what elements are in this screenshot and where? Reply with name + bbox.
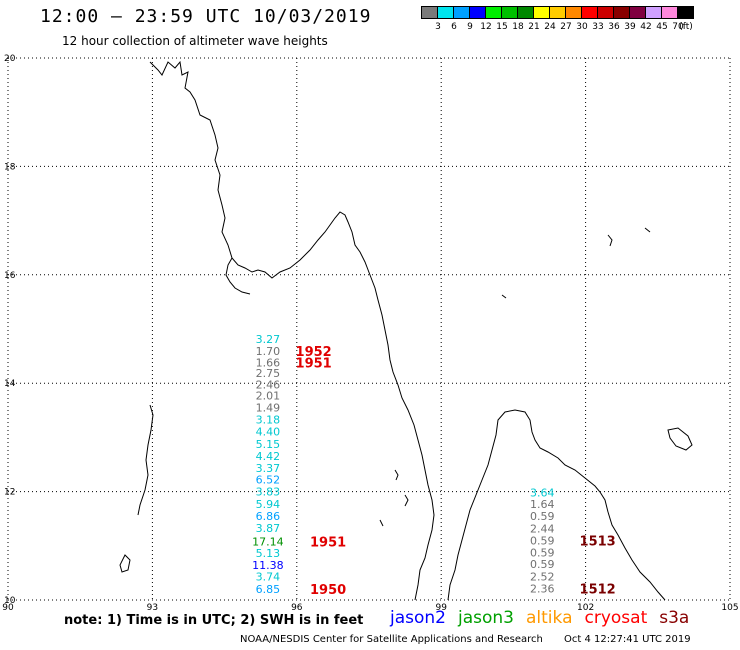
map-subtitle: 12 hour collection of altimeter wave hei…	[62, 34, 328, 48]
legend-unit: (ft)	[679, 22, 693, 32]
satellite-name: s3a	[659, 608, 690, 628]
legend-label: 33	[592, 22, 604, 32]
latitude-label: 16	[4, 271, 16, 281]
wave-height-value: 0.59	[530, 534, 555, 547]
footnote: note: 1) Time is in UTC; 2) SWH is in fe…	[64, 613, 364, 628]
wave-height-value: 3.87	[256, 522, 281, 535]
wave-height-value: 4.42	[256, 450, 281, 463]
map-title: 12:00 — 23:59 UTC 10/03/2019	[40, 6, 372, 27]
longitude-label: 105	[721, 603, 738, 613]
pass-time-label: 1951	[310, 535, 346, 550]
legend-label: 21	[528, 22, 540, 32]
wave-height-value: 2.52	[530, 571, 555, 584]
wave-height-value: 3.74	[256, 571, 281, 584]
generated-timestamp: Oct 4 12:27:41 UTC 2019	[564, 634, 691, 645]
legend-label: 39	[624, 22, 636, 32]
wave-height-value: 2.44	[530, 522, 555, 535]
wave-height-value: 3.83	[256, 486, 281, 499]
wave-height-value: 5.94	[256, 498, 281, 511]
wave-height-value: 2.36	[530, 583, 555, 596]
wave-height-value: 0.59	[530, 546, 555, 559]
wave-height-value: 3.37	[256, 462, 281, 475]
legend-label: 42	[640, 22, 652, 32]
wave-height-value: 4.40	[256, 425, 281, 438]
pass-time-label: 1513	[580, 534, 616, 549]
legend-swatch	[677, 6, 694, 19]
pass-time-label: 1951	[296, 357, 332, 372]
wave-height-value: 2.75	[256, 367, 281, 380]
legend-label: 15	[496, 22, 508, 32]
legend-label: 24	[544, 22, 556, 32]
longitude-label: 93	[147, 603, 158, 613]
legend-label: 70	[672, 22, 684, 32]
wave-height-value: 6.52	[256, 474, 281, 487]
latitude-label: 20	[4, 54, 16, 64]
wave-height-value: 2.46	[256, 378, 281, 391]
wave-height-value: 2.01	[256, 390, 281, 403]
wave-height-value: 1.66	[256, 357, 281, 370]
wave-height-value: 11.38	[252, 559, 284, 572]
wave-height-value: 1.49	[256, 402, 281, 415]
satellite-name: jason2	[390, 608, 446, 628]
latitude-label: 10	[4, 596, 16, 606]
legend-label: 36	[608, 22, 620, 32]
pass-time-label: 1512	[580, 583, 616, 598]
longitude-label: 96	[291, 603, 303, 613]
wave-height-value: 3.18	[256, 414, 281, 427]
source-credit: NOAA/NESDIS Center for Satellite Applica…	[240, 634, 543, 645]
color-scale-legend	[421, 6, 694, 19]
wave-height-value: 0.59	[530, 558, 555, 571]
satellite-name: altika	[526, 608, 573, 628]
legend-label: 27	[560, 22, 572, 32]
legend-label: 9	[467, 22, 473, 32]
satellite-name: cryosat	[584, 608, 648, 628]
latitude-label: 18	[4, 162, 16, 172]
wave-height-value: 1.70	[256, 345, 281, 358]
legend-label: 45	[656, 22, 668, 32]
latitude-label: 12	[4, 488, 15, 498]
credits-footer: NOAA/NESDIS Center for Satellite Applica…	[240, 634, 691, 645]
lat-lon-grid	[7, 57, 731, 601]
legend-label: 12	[480, 22, 492, 32]
coastline	[119, 60, 693, 601]
longitude-label: 99	[435, 603, 447, 613]
longitude-label: 90	[2, 603, 14, 613]
wave-height-value: 5.13	[256, 547, 281, 560]
satellite-legend: jason2 jason3 altika cryosat s3a	[390, 608, 701, 628]
legend-label: 3	[435, 22, 441, 32]
satellite-name: jason3	[458, 608, 514, 628]
longitude-label: 102	[577, 603, 594, 613]
axis-tick-labels: 90 93 96 99 102 105 20 18 16 14 12 10	[2, 54, 738, 613]
pass-time-label: 1952	[296, 345, 332, 360]
legend-label: 30	[576, 22, 588, 32]
legend-label: 6	[451, 22, 457, 32]
wave-height-value: 5.15	[256, 438, 281, 451]
pass-time-label: 1950	[310, 583, 346, 598]
wave-height-value: 6.86	[256, 510, 281, 523]
wave-height-value: 3.64	[530, 487, 555, 500]
wave-height-value: 6.85	[256, 583, 281, 596]
wave-height-value: 17.14	[252, 535, 284, 548]
legend-label: 18	[512, 22, 524, 32]
wave-height-value: 1.64	[530, 498, 555, 511]
latitude-label: 14	[4, 379, 16, 389]
wave-height-observations: 3.271.701.662.752.462.011.493.184.405.15…	[252, 333, 554, 596]
wave-height-value: 3.27	[256, 333, 281, 346]
wave-height-value: 0.59	[530, 510, 555, 523]
